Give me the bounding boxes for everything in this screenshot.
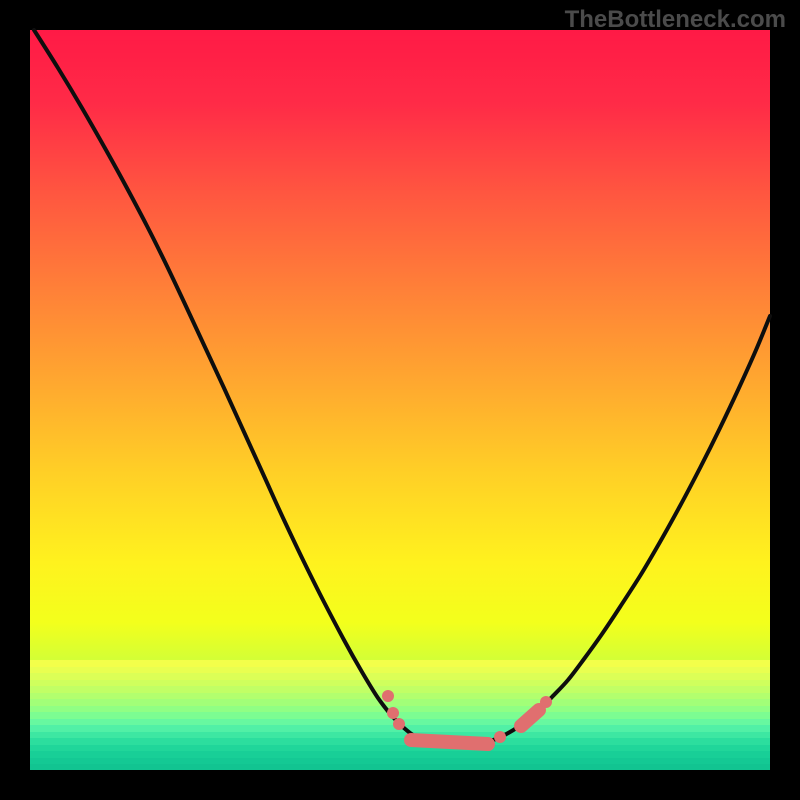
gradient-band — [30, 764, 770, 770]
attribution-text: TheBottleneck.com — [565, 6, 786, 34]
gradient-background — [30, 30, 770, 770]
chart-stage: TheBottleneck.com — [0, 0, 800, 800]
